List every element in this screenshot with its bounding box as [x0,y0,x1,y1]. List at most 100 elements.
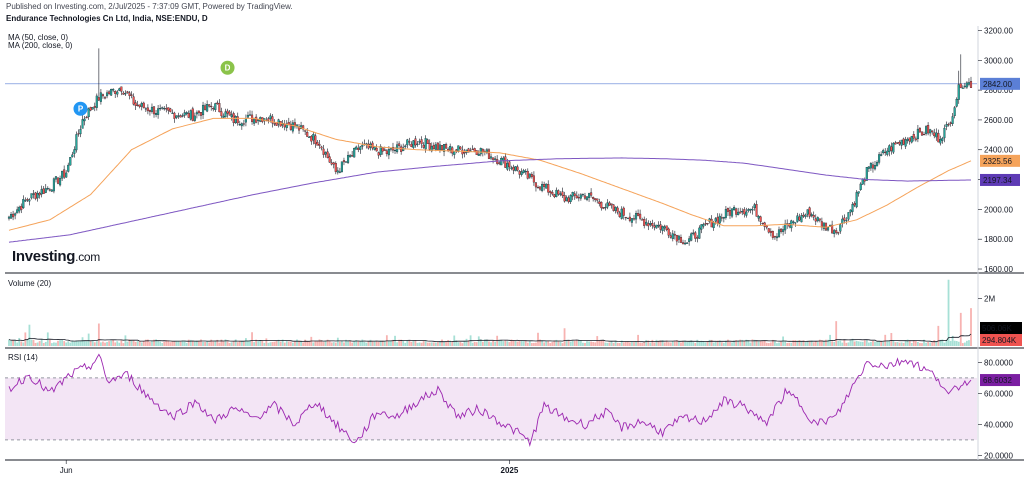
candle[interactable] [688,235,691,246]
candle[interactable] [849,209,852,217]
candle[interactable] [238,120,241,126]
candle[interactable] [698,225,701,239]
candle[interactable] [22,195,25,209]
candle[interactable] [765,225,768,230]
candle[interactable] [461,145,464,159]
candle[interactable] [283,119,286,131]
candle[interactable] [63,165,66,180]
candle[interactable] [818,218,821,223]
candle[interactable] [212,106,215,112]
candle[interactable] [722,216,725,223]
candle[interactable] [951,113,954,126]
candle[interactable] [953,105,956,119]
candle[interactable] [767,228,770,234]
candle[interactable] [201,101,205,119]
candle[interactable] [285,120,288,132]
candle[interactable] [530,172,533,179]
candle[interactable] [328,153,331,163]
candle[interactable] [81,115,84,129]
candle[interactable] [487,148,491,160]
candle[interactable] [920,131,924,137]
candle[interactable] [46,186,49,191]
candle[interactable] [353,147,356,158]
candle[interactable] [18,205,21,214]
candle[interactable] [857,191,860,197]
candle[interactable] [516,164,519,172]
candle[interactable] [718,213,721,228]
candle[interactable] [257,118,260,125]
signal-badges[interactable]: PD [73,60,235,116]
candle[interactable] [14,212,17,220]
candle[interactable] [40,185,43,198]
candle[interactable] [837,231,840,236]
candle[interactable] [800,212,803,223]
candle[interactable] [620,206,623,220]
candle[interactable] [185,111,188,116]
candle[interactable] [957,70,960,104]
candle[interactable] [330,159,333,166]
candle[interactable] [804,213,807,219]
candle[interactable] [790,219,793,232]
candle[interactable] [59,175,62,187]
candle[interactable] [592,196,595,202]
candle[interactable] [908,137,911,145]
candle[interactable] [142,101,145,109]
candle[interactable] [563,191,566,203]
candle[interactable] [606,199,609,210]
candle[interactable] [436,142,439,151]
candle[interactable] [941,136,944,144]
candle[interactable] [38,191,41,199]
candle[interactable] [320,145,323,151]
candle[interactable] [667,227,670,239]
candle[interactable] [677,234,680,244]
candle[interactable] [545,183,548,189]
candle[interactable] [775,233,779,242]
candle[interactable] [880,151,883,157]
candle[interactable] [965,81,968,89]
candle[interactable] [279,121,282,127]
candle[interactable] [36,190,39,202]
candle[interactable] [453,151,456,159]
candle[interactable] [426,138,429,144]
candle[interactable] [26,197,29,203]
candle[interactable] [886,147,889,157]
candle[interactable] [230,110,233,121]
candle[interactable] [518,169,521,179]
candle[interactable] [728,206,732,219]
candle[interactable] [171,109,174,114]
candle[interactable] [293,118,296,129]
candle[interactable] [271,113,274,128]
candle[interactable] [44,184,47,194]
candle[interactable] [161,106,164,110]
candle[interactable] [440,145,444,151]
ma200-legend[interactable]: MA (200, close, 0) [8,41,73,50]
candle[interactable] [806,209,809,218]
candle[interactable] [67,162,70,173]
candle[interactable] [240,122,243,130]
candle[interactable] [616,205,619,215]
candle[interactable] [798,213,801,222]
candle[interactable] [485,148,488,155]
candle[interactable] [520,168,523,177]
candle[interactable] [724,206,727,220]
candle[interactable] [101,93,105,99]
signal-badge-p[interactable]: P [73,101,88,116]
candle[interactable] [835,227,838,235]
candle[interactable] [538,186,542,191]
candle[interactable] [216,100,219,105]
candle[interactable] [555,187,558,198]
candle[interactable] [871,161,875,173]
candle[interactable] [379,144,382,158]
candle[interactable] [128,91,131,100]
candle[interactable] [226,108,229,118]
candle[interactable] [105,90,109,99]
candle[interactable] [653,222,656,231]
candle[interactable] [465,149,468,155]
rsi-pane-label[interactable]: RSI (14) [8,353,38,362]
candle[interactable] [267,116,270,124]
candle[interactable] [588,192,591,202]
candle[interactable] [30,193,33,200]
candle[interactable] [512,164,515,175]
candle[interactable] [85,115,88,119]
candle[interactable] [645,218,648,227]
